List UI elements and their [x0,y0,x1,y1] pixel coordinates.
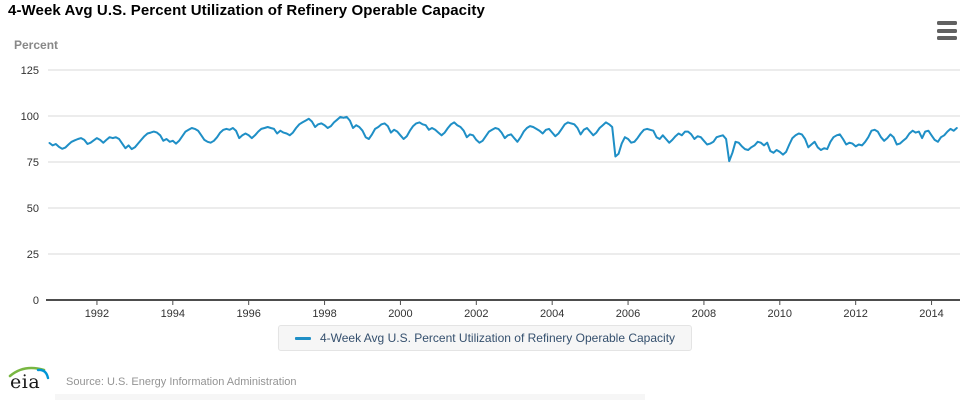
chart-footer: eia Source: U.S. Energy Information Admi… [8,363,297,393]
y-tick-label: 25 [27,249,39,261]
eia-logo: eia [8,363,52,393]
x-tick-label: 2000 [388,308,412,320]
y-tick-label: 125 [21,65,39,77]
legend-label: 4-Week Avg U.S. Percent Utilization of R… [319,331,676,345]
legend-line-swatch [294,336,311,340]
y-tick-label: 100 [21,111,39,123]
utilization-series-line[interactable] [48,115,958,163]
menu-bar [937,21,957,25]
bottom-partial-element [55,394,645,400]
eia-logo-text: eia [10,371,41,393]
eia-logo-swoosh-icon [8,366,50,380]
source-attribution: Source: U.S. Energy Information Administ… [66,376,297,388]
y-tick-label: 0 [33,295,39,307]
x-tick-label: 1994 [161,308,185,320]
x-tick-label: 2002 [464,308,488,320]
menu-bar [937,36,957,40]
x-tick-label: 1998 [312,308,336,320]
x-tick-label: 1992 [85,308,109,320]
hamburger-menu-icon[interactable] [937,21,959,40]
legend-item[interactable]: 4-Week Avg U.S. Percent Utilization of R… [277,325,693,351]
chart-title: 4-Week Avg U.S. Percent Utilization of R… [8,2,485,19]
x-tick-label: 2004 [540,308,564,320]
x-tick-label: 2008 [692,308,716,320]
x-tick-label: 1996 [236,308,260,320]
y-tick-label: 50 [27,203,39,215]
x-tick-label: 2006 [616,308,640,320]
x-tick-label: 2014 [919,308,943,320]
x-tick-label: 2010 [768,308,792,320]
y-tick-label: 75 [27,157,39,169]
y-axis-title: Percent [14,38,59,52]
x-tick-label: 2012 [843,308,867,320]
line-chart-plot-area: 0 25 50 75 100 125 1992 1994 1996 1998 2000 2002 200… [21,65,960,320]
menu-bar [937,28,957,33]
